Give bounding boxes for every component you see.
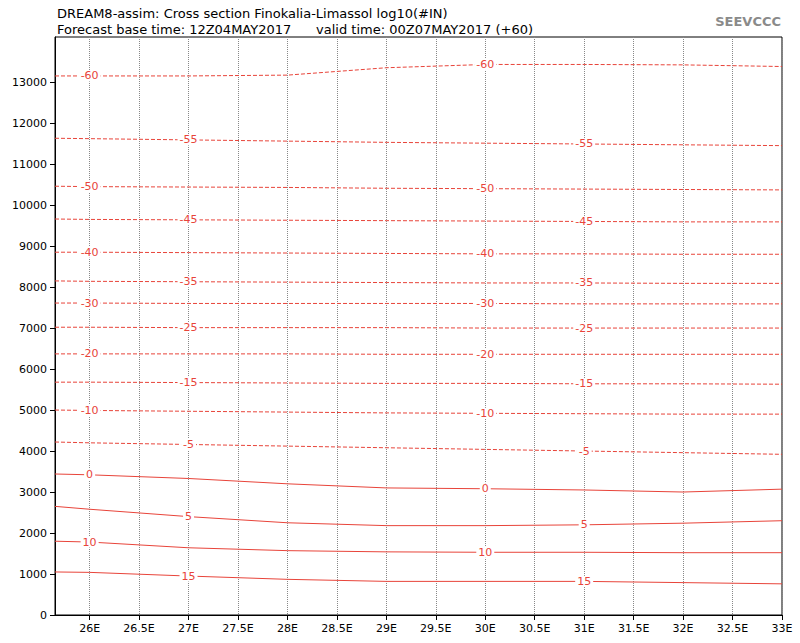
svg-text:7000: 7000 <box>19 322 47 335</box>
svg-text:-35: -35 <box>180 275 198 288</box>
svg-text:15: 15 <box>182 570 196 583</box>
svg-text:1000: 1000 <box>19 568 47 581</box>
svg-text:-10: -10 <box>81 404 99 417</box>
svg-text:-30: -30 <box>81 297 99 310</box>
svg-text:-40: -40 <box>81 246 99 259</box>
svg-text:-5: -5 <box>183 438 194 451</box>
svg-text:13000: 13000 <box>12 76 47 89</box>
svg-text:-5: -5 <box>579 445 590 458</box>
svg-text:5: 5 <box>581 518 588 531</box>
svg-text:10: 10 <box>83 536 97 549</box>
svg-text:15: 15 <box>577 575 591 588</box>
svg-text:Forecast base time: 12Z04MAY20: Forecast base time: 12Z04MAY2017 valid t… <box>57 22 533 37</box>
svg-text:-35: -35 <box>575 276 593 289</box>
svg-text:0: 0 <box>40 609 47 622</box>
svg-text:31E: 31E <box>574 622 595 635</box>
svg-text:28E: 28E <box>277 622 298 635</box>
svg-text:10: 10 <box>478 546 492 559</box>
svg-text:30E: 30E <box>475 622 496 635</box>
svg-text:-60: -60 <box>81 69 99 82</box>
svg-text:30.5E: 30.5E <box>519 622 550 635</box>
svg-text:10000: 10000 <box>12 199 47 212</box>
svg-text:-25: -25 <box>180 321 198 334</box>
svg-text:-40: -40 <box>476 247 494 260</box>
svg-text:33E: 33E <box>772 622 793 635</box>
svg-text:-55: -55 <box>180 133 198 146</box>
svg-text:28.5E: 28.5E <box>321 622 352 635</box>
svg-text:-50: -50 <box>81 180 99 193</box>
svg-text:-15: -15 <box>575 377 593 390</box>
svg-text:SEEVCCC: SEEVCCC <box>715 14 781 29</box>
svg-text:29E: 29E <box>376 622 397 635</box>
svg-text:-55: -55 <box>575 137 593 150</box>
svg-text:29.5E: 29.5E <box>420 622 451 635</box>
svg-text:-25: -25 <box>575 322 593 335</box>
svg-text:DREAM8-assim: Cross section Fi: DREAM8-assim: Cross section Finokalia-Li… <box>57 6 448 21</box>
svg-text:-60: -60 <box>476 58 494 71</box>
svg-text:32E: 32E <box>673 622 694 635</box>
svg-text:-45: -45 <box>180 213 198 226</box>
svg-text:32.5E: 32.5E <box>717 622 748 635</box>
svg-text:27.5E: 27.5E <box>222 622 253 635</box>
svg-text:-10: -10 <box>476 407 494 420</box>
svg-text:31.5E: 31.5E <box>618 622 649 635</box>
svg-text:2000: 2000 <box>19 527 47 540</box>
svg-text:-45: -45 <box>575 215 593 228</box>
svg-text:9000: 9000 <box>19 240 47 253</box>
svg-text:11000: 11000 <box>12 158 47 171</box>
svg-text:-20: -20 <box>81 347 99 360</box>
svg-text:-50: -50 <box>476 182 494 195</box>
svg-text:26.5E: 26.5E <box>123 622 154 635</box>
svg-text:5000: 5000 <box>19 404 47 417</box>
svg-text:3000: 3000 <box>19 486 47 499</box>
svg-text:-20: -20 <box>476 348 494 361</box>
svg-text:6000: 6000 <box>19 363 47 376</box>
svg-text:4000: 4000 <box>19 445 47 458</box>
svg-text:-30: -30 <box>476 297 494 310</box>
svg-text:0: 0 <box>86 468 93 481</box>
svg-text:26E: 26E <box>79 622 100 635</box>
svg-text:27E: 27E <box>178 622 199 635</box>
svg-text:0: 0 <box>482 482 489 495</box>
svg-text:8000: 8000 <box>19 281 47 294</box>
svg-text:12000: 12000 <box>12 117 47 130</box>
svg-text:5: 5 <box>185 510 192 523</box>
svg-text:-15: -15 <box>180 376 198 389</box>
